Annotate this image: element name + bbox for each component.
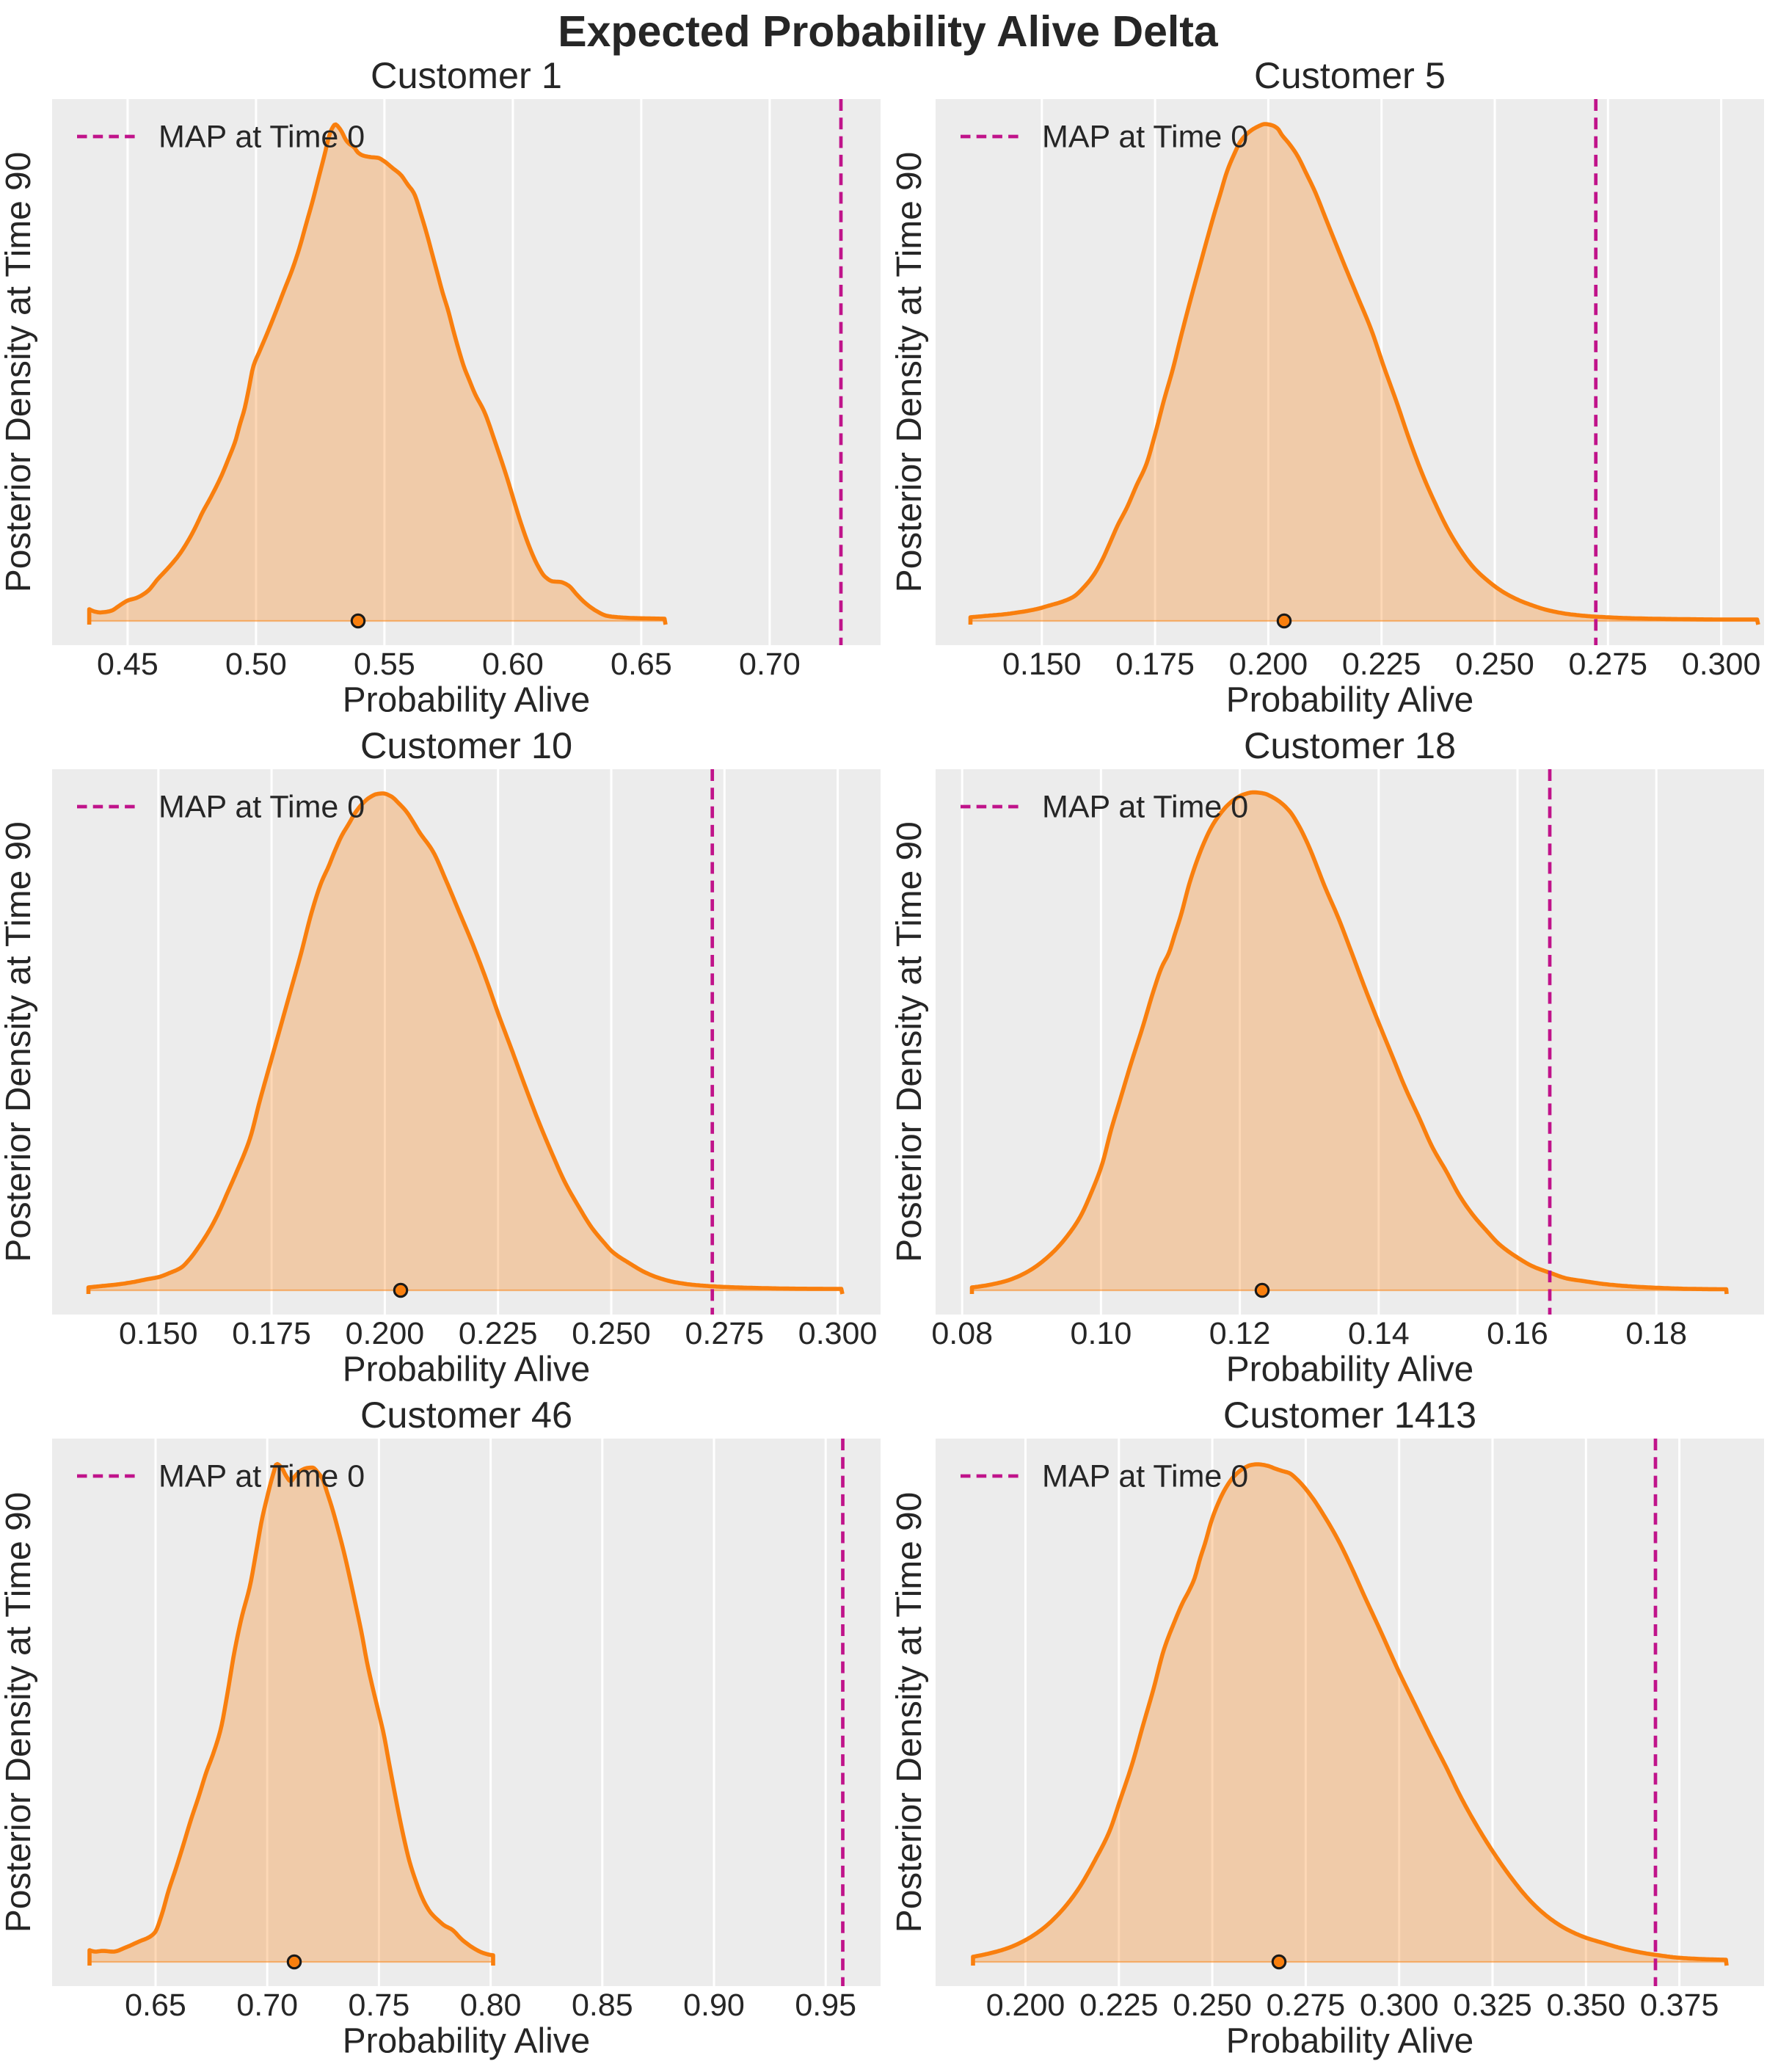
svg-text:0.175: 0.175 xyxy=(232,1316,311,1351)
svg-text:0.200: 0.200 xyxy=(986,1988,1065,2023)
svg-text:Customer 1413: Customer 1413 xyxy=(1223,1394,1476,1436)
svg-text:Posterior Density at Time 90: Posterior Density at Time 90 xyxy=(890,1492,929,1933)
svg-text:0.12: 0.12 xyxy=(1209,1316,1271,1351)
svg-text:0.80: 0.80 xyxy=(460,1988,522,2023)
svg-text:0.250: 0.250 xyxy=(572,1316,651,1351)
svg-text:0.300: 0.300 xyxy=(1360,1988,1439,2023)
svg-text:0.18: 0.18 xyxy=(1625,1316,1687,1351)
svg-text:0.65: 0.65 xyxy=(611,647,672,682)
svg-text:0.250: 0.250 xyxy=(1173,1988,1252,2023)
svg-text:0.250: 0.250 xyxy=(1455,647,1534,682)
svg-text:0.225: 0.225 xyxy=(1342,647,1421,682)
svg-text:0.350: 0.350 xyxy=(1546,1988,1625,2023)
svg-text:0.55: 0.55 xyxy=(354,647,415,682)
svg-text:0.65: 0.65 xyxy=(125,1988,186,2023)
svg-text:Posterior Density at Time 90: Posterior Density at Time 90 xyxy=(0,821,38,1262)
svg-text:Posterior Density at Time 90: Posterior Density at Time 90 xyxy=(0,1492,38,1933)
svg-text:0.275: 0.275 xyxy=(1568,647,1647,682)
svg-text:Probability Alive: Probability Alive xyxy=(343,2022,590,2061)
svg-text:Customer 1: Customer 1 xyxy=(371,54,562,96)
svg-text:MAP at Time 0: MAP at Time 0 xyxy=(1042,790,1248,825)
svg-text:0.90: 0.90 xyxy=(683,1988,745,2023)
svg-text:0.200: 0.200 xyxy=(346,1316,425,1351)
svg-text:0.14: 0.14 xyxy=(1348,1316,1410,1351)
svg-text:0.325: 0.325 xyxy=(1453,1988,1532,2023)
svg-text:0.275: 0.275 xyxy=(1267,1988,1346,2023)
svg-text:0.150: 0.150 xyxy=(119,1316,198,1351)
svg-text:Expected Probability Alive Del: Expected Probability Alive Delta xyxy=(558,7,1219,56)
svg-text:Posterior Density at Time 90: Posterior Density at Time 90 xyxy=(890,152,929,592)
svg-text:Probability Alive: Probability Alive xyxy=(343,681,590,720)
svg-text:0.300: 0.300 xyxy=(798,1316,878,1351)
svg-text:Posterior Density at Time 90: Posterior Density at Time 90 xyxy=(890,821,929,1262)
svg-text:0.45: 0.45 xyxy=(97,647,159,682)
svg-text:Probability Alive: Probability Alive xyxy=(343,1351,590,1389)
svg-text:Customer 5: Customer 5 xyxy=(1254,54,1446,96)
svg-text:0.70: 0.70 xyxy=(236,1988,298,2023)
svg-text:MAP at Time 0: MAP at Time 0 xyxy=(1042,1459,1248,1494)
svg-text:0.70: 0.70 xyxy=(739,647,801,682)
svg-text:MAP at Time 0: MAP at Time 0 xyxy=(1042,120,1248,155)
svg-text:0.50: 0.50 xyxy=(225,647,287,682)
svg-text:Probability Alive: Probability Alive xyxy=(1226,2022,1473,2061)
svg-text:0.375: 0.375 xyxy=(1640,1988,1719,2023)
svg-text:Probability Alive: Probability Alive xyxy=(1226,1351,1473,1389)
svg-text:0.300: 0.300 xyxy=(1682,647,1761,682)
svg-text:0.85: 0.85 xyxy=(572,1988,633,2023)
svg-text:0.10: 0.10 xyxy=(1071,1316,1132,1351)
svg-text:0.75: 0.75 xyxy=(349,1988,410,2023)
svg-text:0.08: 0.08 xyxy=(931,1316,993,1351)
svg-text:Posterior Density at Time 90: Posterior Density at Time 90 xyxy=(0,152,38,592)
svg-text:Probability Alive: Probability Alive xyxy=(1226,681,1473,720)
svg-text:MAP at Time 0: MAP at Time 0 xyxy=(159,120,365,155)
svg-text:0.225: 0.225 xyxy=(1079,1988,1159,2023)
svg-text:0.150: 0.150 xyxy=(1002,647,1082,682)
svg-text:0.60: 0.60 xyxy=(482,647,544,682)
svg-text:Customer 46: Customer 46 xyxy=(360,1394,572,1436)
svg-text:0.95: 0.95 xyxy=(795,1988,856,2023)
svg-text:0.200: 0.200 xyxy=(1229,647,1308,682)
svg-text:Customer 10: Customer 10 xyxy=(360,724,572,766)
svg-text:0.225: 0.225 xyxy=(459,1316,538,1351)
svg-text:0.16: 0.16 xyxy=(1487,1316,1548,1351)
svg-text:MAP at Time 0: MAP at Time 0 xyxy=(159,1459,365,1494)
svg-text:MAP at Time 0: MAP at Time 0 xyxy=(159,790,365,825)
svg-text:Customer 18: Customer 18 xyxy=(1244,724,1456,766)
svg-text:0.275: 0.275 xyxy=(685,1316,764,1351)
svg-text:0.175: 0.175 xyxy=(1115,647,1195,682)
